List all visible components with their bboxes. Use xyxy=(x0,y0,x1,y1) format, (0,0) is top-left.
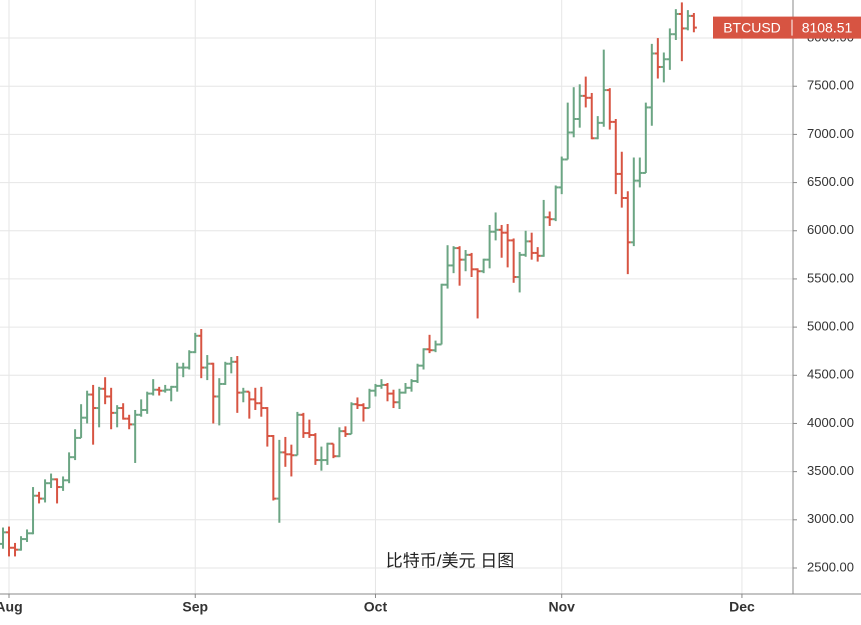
y-tick-label: 5000.00 xyxy=(807,319,854,334)
y-tick-label: 7500.00 xyxy=(807,78,854,93)
symbol-label: BTCUSD xyxy=(723,19,781,35)
last-price-label: 8108.51 xyxy=(802,19,853,35)
y-tick-label: 7000.00 xyxy=(807,126,854,141)
y-tick-label: 6000.00 xyxy=(807,222,854,237)
price-badge: BTCUSD 8108.51 xyxy=(713,16,861,39)
y-tick-label: 3000.00 xyxy=(807,511,854,526)
x-tick-label: Sep xyxy=(182,599,208,615)
axes: 2500.00 3000.00 3500.00 4000.00 4500.00 5000.… xyxy=(0,29,854,614)
y-tick-label: 4500.00 xyxy=(807,367,854,382)
watermark: 比特币/美元 日图 xyxy=(386,551,514,570)
grid xyxy=(0,0,793,594)
x-tick-label: Aug xyxy=(0,599,23,615)
x-tick-label: Nov xyxy=(548,599,575,615)
x-tick-label: Oct xyxy=(364,599,388,615)
y-tick-label: 5500.00 xyxy=(807,270,854,285)
y-tick-label: 6500.00 xyxy=(807,174,854,189)
price-badge-box xyxy=(713,16,861,39)
bars xyxy=(0,2,697,557)
y-tick-label: 3500.00 xyxy=(807,463,854,478)
y-tick-label: 2500.00 xyxy=(807,559,854,574)
y-tick-label: 4000.00 xyxy=(807,415,854,430)
x-tick-label: Dec xyxy=(729,599,755,615)
